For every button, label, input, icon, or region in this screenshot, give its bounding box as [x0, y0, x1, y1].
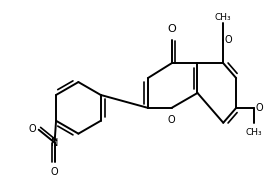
Text: O: O — [255, 103, 263, 113]
Text: CH₃: CH₃ — [215, 12, 232, 22]
Text: O: O — [224, 35, 232, 45]
Text: O: O — [168, 115, 175, 125]
Text: O: O — [28, 124, 36, 134]
Text: O: O — [51, 167, 58, 177]
Text: CH₃: CH₃ — [246, 128, 262, 137]
Text: O: O — [167, 24, 176, 34]
Text: N: N — [51, 138, 58, 148]
